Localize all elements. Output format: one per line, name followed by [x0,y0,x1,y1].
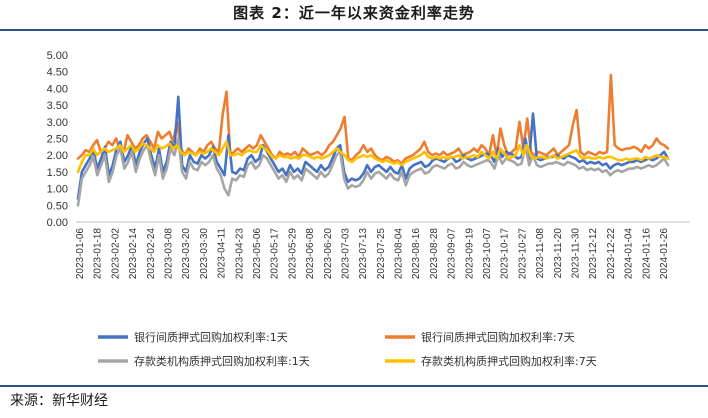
x-tick-label: 2023-01-06 [75,228,86,280]
x-tick-label: 2023-03-30 [199,228,210,280]
x-tick-label: 2024-01-26 [659,228,670,280]
x-tick-label: 2023-05-06 [252,228,263,280]
x-tick-label: 2023-11-20 [553,228,564,279]
x-tick-label: 2023-11-30 [571,228,582,279]
x-tick-label: 2023-02-14 [128,228,139,280]
x-tick-label: 2023-10-07 [482,228,493,280]
y-tick-label: 5.00 [47,50,68,62]
x-tick-label: 2023-10-17 [500,228,511,280]
x-tick-label: 2023-10-27 [517,228,528,280]
x-tick-label: 2024-01-04 [624,228,635,280]
x-tick-label: 2023-01-18 [93,228,104,280]
y-tick-label: 2.50 [47,134,68,146]
top-rule [0,29,708,31]
x-tick-label: 2023-05-29 [287,228,298,280]
y-tick-label: 3.50 [47,100,68,112]
x-tick-label: 2023-12-22 [606,228,617,280]
x-tick-label: 2023-05-17 [270,228,281,280]
line-chart: 5.00 4.50 4.00 3.50 3.00 2.50 2.00 1.50 1.00 0.50… [47,50,690,368]
x-tick-label: 2023-02-24 [146,228,157,280]
series-line-bank-1d [76,95,670,200]
legend-item-depository-1d-label: 存款类机构质押式回购加权利率:1天 [134,354,310,368]
x-tick-label: 2023-08-04 [394,228,405,280]
x-tick-label: 2023-06-08 [305,228,316,280]
y-tick-label: 1.50 [47,167,68,179]
x-tick-label: 2023-07-13 [358,228,369,280]
x-tick-label: 2023-06-20 [323,228,334,280]
x-tick-label: 2023-04-11 [217,228,228,279]
legend-item-depository-7d-label: 存款类机构质押式回购加权利率:7天 [421,354,597,368]
x-tick-label: 2023-09-19 [464,228,475,280]
x-tick-label: 2023-03-20 [181,228,192,280]
y-tick-label: 1.00 [47,184,68,196]
y-tick-label: 0.50 [47,200,68,212]
x-tick-label: 2023-08-28 [429,228,440,280]
y-tick-label: 0.00 [47,217,68,229]
series-line-bank-7d [76,73,670,165]
y-tick-label: 3.00 [47,117,68,129]
x-tick-label: 2023-07-03 [340,228,351,280]
y-tick-label: 4.50 [47,67,68,79]
bottom-rule [0,385,708,387]
x-tick-label: 2023-08-16 [411,228,422,280]
series-line-depository-7d [76,140,670,174]
x-tick-label: 2023-07-25 [376,228,387,280]
x-tick-label: 2023-04-23 [234,228,245,280]
figure-title: 图表 2：近一年以来资金利率走势 [233,4,475,22]
source-note: 来源：新华财经 [10,393,108,409]
y-tick-label: 4.00 [47,83,68,95]
x-tick-label: 2023-09-07 [447,228,458,280]
x-tick-label: 2024-01-16 [641,228,652,280]
y-tick-label: 2.00 [47,150,68,162]
x-tick-label: 2023-02-02 [110,228,121,280]
legend-item-bank-7d-label: 银行间质押式回购加权利率:7天 [421,330,575,344]
legend-item-bank-1d-label: 银行间质押式回购加权利率:1天 [134,330,288,344]
x-tick-label: 2023-12-12 [588,228,599,280]
x-tick-label: 2023-03-08 [163,228,174,280]
x-tick-label: 2023-11-08 [535,228,546,279]
